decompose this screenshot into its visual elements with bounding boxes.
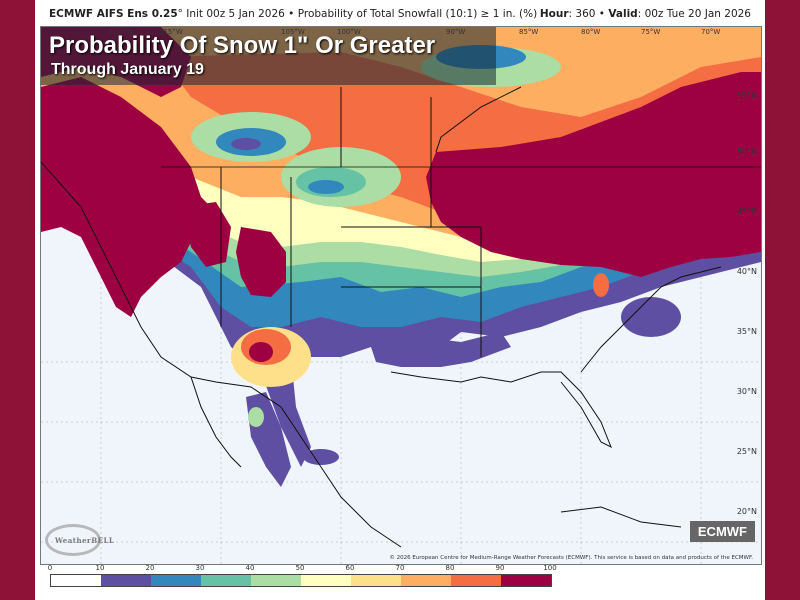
colorbar-swatch: [201, 575, 251, 586]
lat-label: 30°N: [736, 387, 757, 396]
colorbar-tick: 80: [445, 564, 455, 572]
content-panel: ECMWF AIFS Ens 0.25° Init 00z 5 Jan 2026…: [35, 0, 765, 600]
lat-label: 50°N: [736, 147, 757, 156]
colorbar-tick: 90: [495, 564, 505, 572]
product-name: Probability of Total Snowfall (10:1) ≥ 1…: [297, 8, 538, 20]
colorbar-swatch: [251, 575, 301, 586]
hour-value: : 360: [568, 8, 596, 20]
lat-label: 40°N: [736, 267, 757, 276]
lat-label: 25°N: [736, 447, 757, 456]
lon-label: 80°W: [581, 28, 601, 36]
map-subtitle: Through January 19: [51, 61, 204, 78]
separator: •: [598, 8, 605, 20]
colorbar-swatch: [301, 575, 351, 586]
lat-label: 45°N: [736, 207, 757, 216]
lon-label: 70°W: [701, 28, 721, 36]
lon-label: 90°W: [446, 28, 466, 36]
title-overlay: Probability Of Snow 1" Or Greater Throug…: [41, 27, 496, 85]
colorbar-swatch: [351, 575, 401, 586]
colorbar-swatch: [51, 575, 101, 586]
valid-label: Valid: [608, 8, 638, 20]
lon-label: 115°W: [159, 28, 183, 36]
colorbar-ticks: 0 10 20 30 40 50 60 70 80 90 100: [47, 564, 557, 574]
colorbar: [50, 574, 552, 587]
colorbar-swatch: [151, 575, 201, 586]
ecmwf-logo: ECMWF: [689, 521, 755, 542]
colorbar-tick: 50: [295, 564, 305, 572]
lon-label: 120°W: [109, 28, 133, 36]
lon-label: 105°W: [281, 28, 305, 36]
valid-value: : 00z Tue 20 Jan 2026: [637, 8, 751, 20]
colorbar-swatch: [501, 575, 551, 586]
snow-probability-map: Probability Of Snow 1" Or Greater Throug…: [40, 26, 762, 565]
map-header: ECMWF AIFS Ens 0.25° Init 00z 5 Jan 2026…: [49, 8, 751, 24]
swirl-icon: [45, 524, 101, 556]
weatherbell-text: WeatherBELL: [55, 536, 115, 545]
map-title: Probability Of Snow 1" Or Greater: [49, 32, 436, 59]
colorbar-tick: 10: [95, 564, 105, 572]
init-time: Init 00z 5 Jan 2026: [186, 8, 285, 20]
lon-label: 75°W: [641, 28, 661, 36]
colorbar-tick: 20: [145, 564, 155, 572]
lon-label: 85°W: [519, 28, 539, 36]
map-raster: [41, 27, 761, 564]
colorbar-tick: 100: [543, 564, 557, 572]
separator: •: [288, 8, 295, 20]
lat-label: 55°N: [736, 91, 757, 100]
colorbar-swatch: [401, 575, 451, 586]
colorbar-tick: 70: [395, 564, 405, 572]
header-left: ECMWF AIFS Ens 0.25° Init 00z 5 Jan 2026…: [49, 8, 537, 20]
lat-label: 35°N: [736, 327, 757, 336]
weatherbell-logo: WeatherBELL: [45, 524, 114, 558]
copyright-notice: © 2026 European Centre for Medium-Range …: [389, 555, 753, 561]
colorbar-tick: 30: [195, 564, 205, 572]
model-name: ECMWF AIFS Ens 0.25: [49, 8, 178, 20]
header-right: Hour: 360 • Valid: 00z Tue 20 Jan 2026: [540, 8, 751, 20]
colorbar-tick: 40: [245, 564, 255, 572]
degree-symbol: °: [177, 8, 183, 20]
colorbar-swatch: [451, 575, 501, 586]
lon-label: 100°W: [337, 28, 361, 36]
lat-label: 20°N: [736, 507, 757, 516]
colorbar-tick: 0: [47, 564, 53, 572]
colorbar-tick: 60: [345, 564, 355, 572]
hour-label: Hour: [539, 8, 569, 20]
colorbar-swatch: [101, 575, 151, 586]
